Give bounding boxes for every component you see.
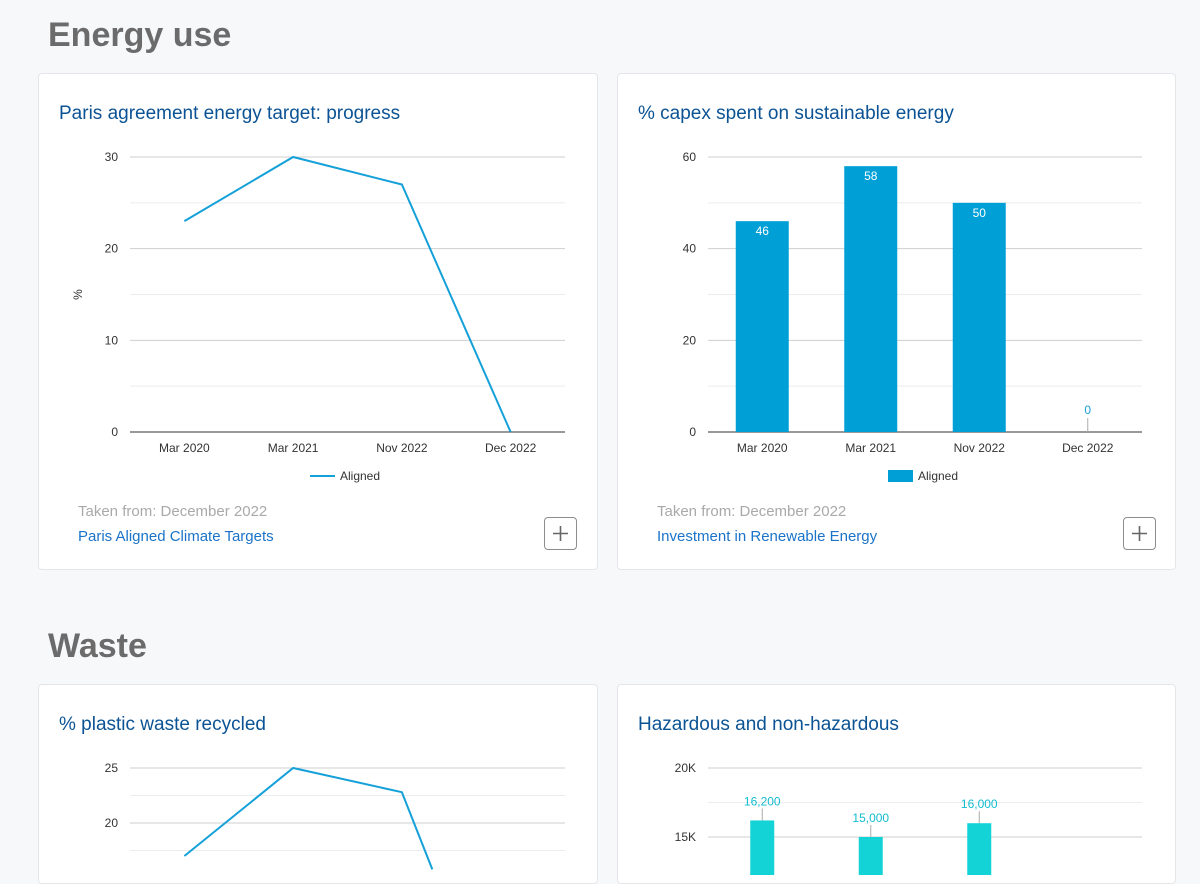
energy-section-title: Energy use: [48, 16, 232, 54]
y-tick-label: 25: [105, 761, 119, 775]
bar: [967, 823, 992, 875]
card-title: Hazardous and non-hazardous: [638, 714, 899, 735]
y-tick-label: 0: [111, 425, 118, 439]
x-tick-label: Mar 2020: [737, 441, 788, 455]
plus-icon: [553, 526, 568, 541]
y-tick-label: 15K: [675, 830, 696, 844]
y-tick-label: 10: [105, 333, 119, 347]
series-line-aligned: [183, 766, 434, 870]
y-tick-label: 40: [683, 242, 697, 256]
data-label: 16,200: [744, 794, 781, 808]
bar: [952, 202, 1006, 432]
x-tick-label: Dec 2022: [485, 441, 537, 455]
source-link[interactable]: Paris Aligned Climate Targets: [78, 528, 274, 545]
y-tick-label: 0: [689, 425, 696, 439]
bar: [858, 837, 883, 875]
card-title: Paris agreement energy target: progress: [59, 103, 401, 124]
paris-line-chart: 0 10 20 30 Mar 2020 Mar 2021 Nov 2022 Dec 2022%…: [71, 150, 565, 483]
y-tick-label: 20K: [675, 761, 696, 775]
y-tick-label: 60: [683, 150, 697, 164]
data-label: 16,000: [961, 797, 998, 811]
legend-label: Aligned: [340, 469, 380, 483]
legend-label: Aligned: [918, 469, 958, 483]
bar: [735, 221, 789, 432]
y-tick-label: 20: [683, 333, 697, 347]
card-plastic: % plastic waste recycled 20 25: [38, 684, 598, 884]
source-link[interactable]: Investment in Renewable Energy: [657, 528, 878, 545]
card-paris-target: Paris agreement energy target: progress …: [38, 73, 598, 570]
y-tick-label: 30: [105, 150, 119, 164]
y-tick-label: 20: [105, 242, 119, 256]
y-tick-label: 20: [105, 816, 119, 830]
y-axis-label: %: [71, 289, 85, 300]
expand-button[interactable]: [1123, 517, 1156, 550]
bar: [750, 820, 775, 875]
taken-from-text: Taken from: December 2022: [657, 503, 847, 520]
capex-bar-chart: 0 20 40 60 Mar 2020 Mar 2021 Nov 2022 Dec 2022 4…: [683, 150, 1142, 483]
data-label: 58: [864, 169, 878, 183]
card-title: % capex spent on sustainable energy: [638, 103, 954, 124]
hazardous-bar-chart: 15K 20K 16,200 15,000 16,000: [675, 761, 1142, 875]
data-label: 50: [973, 206, 987, 220]
data-label: 15,000: [852, 811, 889, 825]
expand-button[interactable]: [544, 517, 577, 550]
card-capex: % capex spent on sustainable energy 0 20 4…: [617, 73, 1176, 570]
legend-swatch: [888, 470, 913, 482]
x-tick-label: Nov 2022: [376, 441, 428, 455]
x-tick-label: Nov 2022: [954, 441, 1006, 455]
data-label: 0: [1084, 403, 1091, 417]
series-line-aligned: [183, 155, 512, 433]
waste-section-title: Waste: [48, 627, 147, 665]
x-tick-label: Mar 2020: [159, 441, 210, 455]
bar: [844, 166, 898, 432]
taken-from-text: Taken from: December 2022: [78, 503, 268, 520]
card-hazardous: Hazardous and non-hazardous 15K 20K 16,200…: [617, 684, 1176, 884]
x-tick-label: Dec 2022: [1062, 441, 1114, 455]
card-title: % plastic waste recycled: [59, 714, 266, 735]
x-tick-label: Mar 2021: [845, 441, 896, 455]
data-label: 46: [756, 224, 770, 238]
plus-icon: [1132, 526, 1147, 541]
x-tick-label: Mar 2021: [268, 441, 319, 455]
